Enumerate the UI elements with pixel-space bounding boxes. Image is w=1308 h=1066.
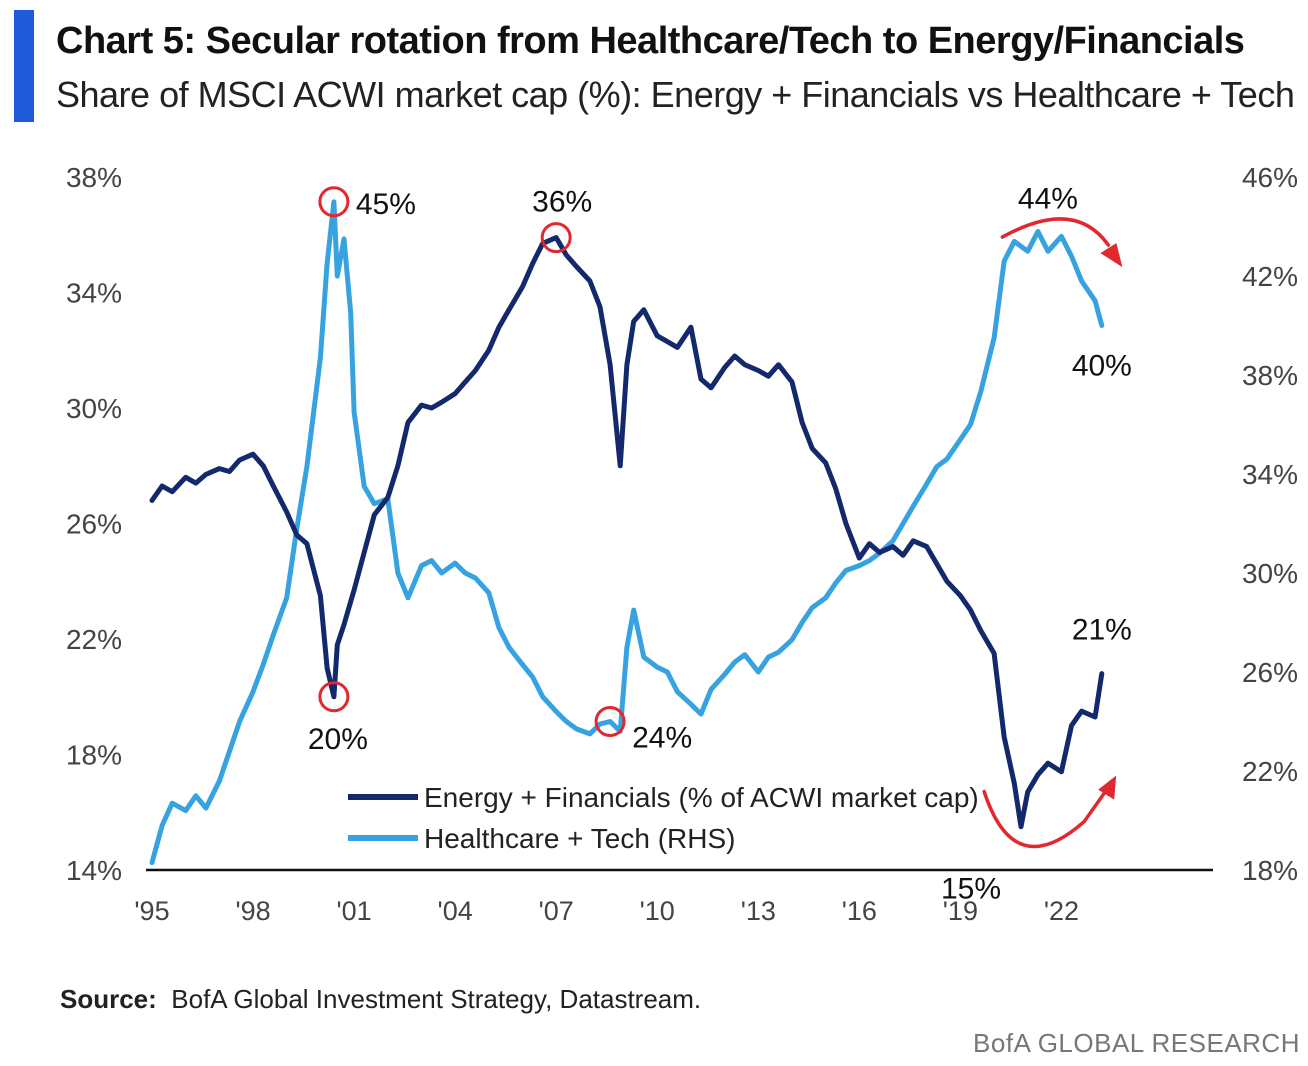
legend-label-healthcare-tech: Healthcare + Tech (RHS) [424, 823, 736, 854]
y-left-tick-label: 30% [66, 393, 122, 424]
source-label: Source: [60, 984, 157, 1014]
x-tick-label: '98 [235, 896, 270, 926]
y-right-tick-label: 30% [1242, 558, 1298, 589]
data-label: 20% [308, 723, 368, 756]
data-label: 15% [941, 873, 1001, 906]
data-label: 24% [632, 722, 692, 755]
y-right-tick-label: 46% [1242, 162, 1298, 193]
arrowhead-down [1100, 243, 1123, 268]
y-left-tick-label: 14% [66, 855, 122, 886]
trend-arrow-down [1000, 217, 1111, 247]
highlight-circle [594, 706, 626, 737]
source-note: Source: BofA Global Investment Strategy,… [60, 984, 701, 1015]
y-right-tick-label: 38% [1242, 360, 1298, 391]
x-tick-label: '10 [640, 896, 675, 926]
brand-footer: BofA GLOBAL RESEARCH [973, 1028, 1300, 1058]
y-right-tick-label: 34% [1242, 459, 1298, 490]
y-left-tick-label: 22% [66, 624, 122, 655]
data-label: 44% [1018, 183, 1078, 216]
y-right-tick-label: 22% [1242, 756, 1298, 787]
highlight-circle [540, 222, 572, 254]
data-label: 21% [1072, 614, 1132, 647]
x-tick-label: '07 [539, 896, 574, 926]
x-tick-label: '13 [741, 896, 776, 926]
arrowhead-up [1098, 775, 1117, 800]
legend-label-energy-financials: Energy + Financials (% of ACWI market ca… [424, 782, 979, 813]
x-tick-label: '04 [438, 896, 473, 926]
highlight-circle [318, 186, 350, 218]
source-text: BofA Global Investment Strategy, Datastr… [171, 984, 702, 1014]
highlight-circle [318, 681, 350, 713]
y-left-tick-label: 18% [66, 740, 122, 771]
x-tick-label: '16 [842, 896, 877, 926]
trend-arrow-up [982, 785, 1110, 849]
y-left-tick-label: 34% [66, 278, 122, 309]
x-tick-label: '01 [337, 896, 372, 926]
x-tick-label: '19 [943, 896, 978, 926]
y-right-tick-label: 26% [1242, 657, 1298, 688]
x-tick-label: '95 [134, 896, 169, 926]
energy-financials-line [149, 235, 1105, 830]
chart-subtitle: Share of MSCI ACWI market cap (%): Energ… [56, 74, 1295, 115]
title-accent-bar [14, 10, 34, 122]
y-right-tick-label: 18% [1242, 855, 1298, 886]
data-label: 45% [356, 188, 416, 221]
y-left-tick-label: 38% [66, 162, 122, 193]
healthcare-tech-line [149, 199, 1105, 866]
x-tick-label: '22 [1044, 896, 1079, 926]
data-label: 40% [1072, 350, 1132, 383]
y-right-tick-label: 42% [1242, 261, 1298, 292]
data-label: 36% [532, 186, 592, 219]
y-left-tick-label: 26% [66, 509, 122, 540]
chart-title: Chart 5: Secular rotation from Healthcar… [56, 20, 1245, 62]
